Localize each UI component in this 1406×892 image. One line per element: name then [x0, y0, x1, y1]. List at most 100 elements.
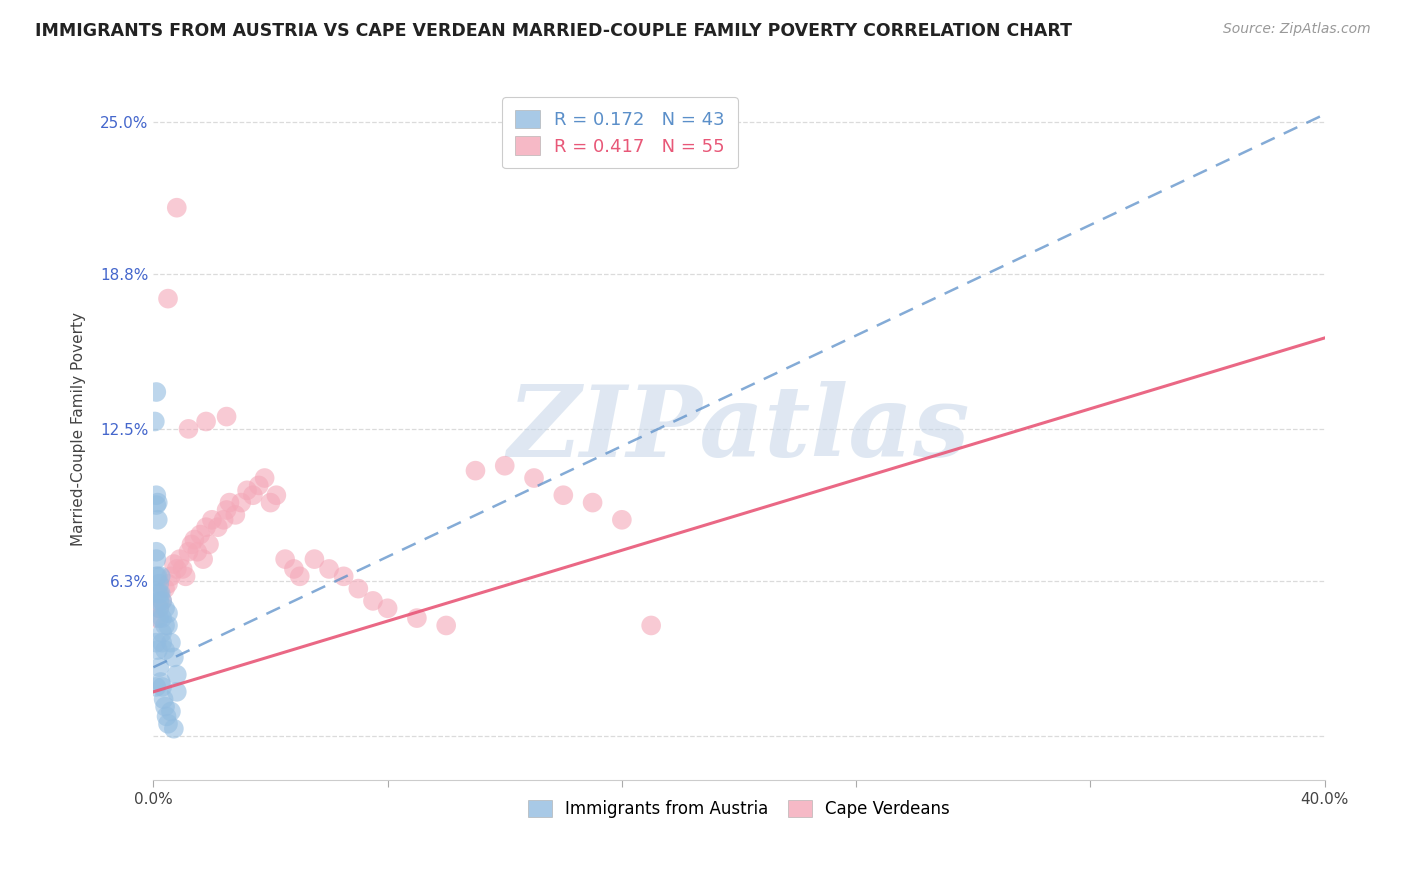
Point — [160, 569, 183, 583]
Point — [195, 520, 218, 534]
Point — [166, 562, 188, 576]
Point — [150, 680, 173, 694]
Point — [283, 562, 305, 576]
Point — [156, 618, 179, 632]
Point — [218, 495, 240, 509]
Point — [145, 611, 167, 625]
Point — [377, 601, 399, 615]
Point — [153, 601, 176, 615]
Point — [145, 552, 167, 566]
Point — [224, 508, 246, 522]
Point — [523, 471, 546, 485]
Point — [148, 576, 170, 591]
Point — [207, 520, 229, 534]
Point — [145, 384, 167, 399]
Point — [494, 458, 516, 473]
Point — [581, 495, 603, 509]
Point — [153, 582, 176, 596]
Point — [215, 409, 238, 424]
Point — [145, 635, 167, 649]
Point — [163, 650, 186, 665]
Point — [146, 513, 169, 527]
Point — [361, 594, 384, 608]
Point — [150, 594, 173, 608]
Point — [266, 488, 288, 502]
Text: Source: ZipAtlas.com: Source: ZipAtlas.com — [1223, 22, 1371, 37]
Point — [156, 576, 179, 591]
Point — [156, 716, 179, 731]
Point — [166, 667, 188, 681]
Legend: Immigrants from Austria, Cape Verdeans: Immigrants from Austria, Cape Verdeans — [522, 793, 956, 825]
Point — [236, 483, 259, 498]
Point — [288, 569, 311, 583]
Point — [163, 557, 186, 571]
Point — [149, 586, 172, 600]
Point — [434, 618, 457, 632]
Point — [201, 513, 224, 527]
Point — [146, 586, 169, 600]
Point — [464, 464, 486, 478]
Point — [274, 552, 297, 566]
Point — [406, 611, 429, 625]
Point — [166, 201, 188, 215]
Point — [153, 618, 176, 632]
Point — [195, 415, 218, 429]
Point — [156, 292, 179, 306]
Point — [150, 594, 173, 608]
Point — [553, 488, 575, 502]
Point — [149, 569, 172, 583]
Point — [153, 699, 176, 714]
Point — [188, 527, 211, 541]
Text: ZIPatlas: ZIPatlas — [508, 381, 970, 477]
Point — [146, 643, 169, 657]
Point — [163, 722, 186, 736]
Point — [150, 611, 173, 625]
Point — [304, 552, 326, 566]
Point — [149, 675, 172, 690]
Point — [332, 569, 354, 583]
Point — [259, 495, 281, 509]
Point — [177, 422, 200, 436]
Point — [191, 552, 214, 566]
Point — [150, 625, 173, 640]
Point — [610, 513, 633, 527]
Point — [143, 415, 166, 429]
Point — [183, 533, 205, 547]
Point — [198, 537, 221, 551]
Point — [169, 552, 191, 566]
Point — [242, 488, 264, 502]
Point — [152, 692, 174, 706]
Point — [148, 594, 170, 608]
Point — [146, 569, 169, 583]
Point — [174, 569, 197, 583]
Point — [153, 643, 176, 657]
Point — [145, 680, 167, 694]
Point — [186, 545, 208, 559]
Point — [166, 685, 188, 699]
Point — [212, 513, 235, 527]
Point — [160, 635, 183, 649]
Point — [253, 471, 276, 485]
Point — [148, 611, 170, 625]
Point — [318, 562, 340, 576]
Text: IMMIGRANTS FROM AUSTRIA VS CAPE VERDEAN MARRIED-COUPLE FAMILY POVERTY CORRELATIO: IMMIGRANTS FROM AUSTRIA VS CAPE VERDEAN … — [35, 22, 1073, 40]
Point — [145, 545, 167, 559]
Point — [156, 606, 179, 620]
Point — [148, 601, 170, 615]
Point — [145, 498, 167, 512]
Point — [148, 601, 170, 615]
Point — [148, 660, 170, 674]
Point — [247, 478, 270, 492]
Point — [180, 537, 202, 551]
Y-axis label: Married-Couple Family Poverty: Married-Couple Family Poverty — [72, 312, 86, 546]
Point — [177, 545, 200, 559]
Point — [231, 495, 253, 509]
Point — [347, 582, 370, 596]
Point — [155, 709, 177, 723]
Point — [146, 495, 169, 509]
Point — [640, 618, 662, 632]
Point — [160, 705, 183, 719]
Point — [148, 586, 170, 600]
Point — [172, 562, 194, 576]
Point — [150, 635, 173, 649]
